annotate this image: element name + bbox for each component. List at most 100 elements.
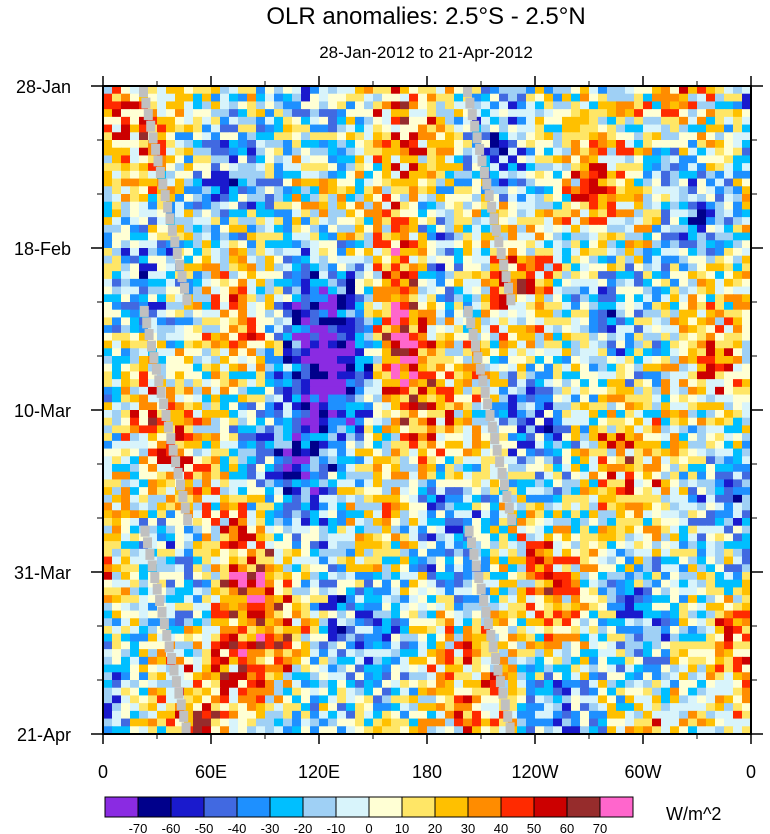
heatmap-cell <box>328 209 338 218</box>
heatmap-cell <box>220 402 230 411</box>
heatmap-cell <box>283 317 293 326</box>
heatmap-cell <box>373 502 383 511</box>
heatmap-cell <box>220 602 230 612</box>
heatmap-cell <box>697 116 707 126</box>
heatmap-cell <box>166 579 176 589</box>
heatmap-cell <box>598 425 608 434</box>
heatmap-cell <box>202 510 212 519</box>
heatmap-cell <box>112 417 122 427</box>
heatmap-cell <box>598 116 608 126</box>
heatmap-cell <box>544 286 554 295</box>
heatmap-cell <box>193 479 203 488</box>
heatmap-cell <box>715 510 725 519</box>
heatmap-cell <box>445 417 455 427</box>
heatmap-cell <box>175 579 185 589</box>
heatmap-cell <box>247 224 257 234</box>
heatmap-cell <box>103 240 113 249</box>
heatmap-cell <box>742 525 752 535</box>
heatmap-cell <box>229 340 239 349</box>
heatmap-cell <box>580 363 590 373</box>
heatmap-cell <box>157 294 167 303</box>
heatmap-cell <box>436 386 446 396</box>
heatmap-cell <box>535 479 545 488</box>
heatmap-cell <box>130 271 140 280</box>
heatmap-cell <box>148 618 158 627</box>
heatmap-cell <box>688 186 698 195</box>
heatmap-cell <box>445 286 455 295</box>
heatmap-cell <box>733 302 743 311</box>
heatmap-cell <box>346 317 356 326</box>
heatmap-cell <box>184 271 194 280</box>
heatmap-cell <box>157 325 167 334</box>
heatmap-cell <box>679 363 689 373</box>
heatmap-cell <box>580 278 590 288</box>
heatmap-cell <box>247 479 257 488</box>
heatmap-cell <box>733 363 743 373</box>
heatmap-cell <box>418 271 428 280</box>
heatmap-cell <box>247 556 257 565</box>
heatmap-cell <box>733 525 743 535</box>
heatmap-cell <box>634 93 644 103</box>
heatmap-cell <box>337 317 347 326</box>
heatmap-cell <box>643 271 653 280</box>
heatmap-cell <box>364 356 374 365</box>
heatmap-cell <box>508 101 518 110</box>
heatmap-cell <box>553 541 563 550</box>
heatmap-cell <box>535 278 545 288</box>
heatmap-cell <box>139 556 149 565</box>
heatmap-cell <box>256 464 266 473</box>
heatmap-cell <box>607 548 617 558</box>
heatmap-cell <box>679 610 689 619</box>
heatmap-cell <box>454 140 464 149</box>
heatmap-cell <box>337 278 347 288</box>
heatmap-cell <box>346 456 356 465</box>
heatmap-cell <box>139 487 149 496</box>
heatmap-cell <box>643 317 653 326</box>
heatmap-cell <box>589 248 599 257</box>
heatmap-cell <box>373 255 383 265</box>
heatmap-cell <box>130 309 140 319</box>
heatmap-cell <box>391 224 401 234</box>
heatmap-cell <box>211 232 221 241</box>
heatmap-cell <box>220 271 230 280</box>
heatmap-cell <box>724 317 734 326</box>
heatmap-cell <box>697 263 707 272</box>
heatmap-cell <box>301 217 311 226</box>
heatmap-cell <box>301 201 311 211</box>
heatmap-cell <box>193 263 203 272</box>
heatmap-cell <box>283 263 293 272</box>
heatmap-cell <box>319 595 329 604</box>
heatmap-cell <box>571 194 581 203</box>
heatmap-cell <box>355 394 365 403</box>
heatmap-cell <box>193 217 203 226</box>
heatmap-cell <box>535 271 545 280</box>
heatmap-cell <box>247 548 257 558</box>
heatmap-cell <box>112 317 122 326</box>
heatmap-cell <box>679 194 689 203</box>
heatmap-cell <box>697 101 707 110</box>
heatmap-cell <box>337 294 347 303</box>
heatmap-cell <box>364 595 374 604</box>
heatmap-cell <box>535 116 545 126</box>
heatmap-cell <box>355 348 365 357</box>
heatmap-cell <box>634 556 644 565</box>
heatmap-cell <box>409 93 419 103</box>
heatmap-cell <box>562 132 572 141</box>
heatmap-cell <box>634 271 644 280</box>
heatmap-cell <box>535 433 545 442</box>
heatmap-cell <box>679 163 689 172</box>
heatmap-cell <box>175 155 185 164</box>
heatmap-cell <box>472 602 482 612</box>
heatmap-cell <box>337 402 347 411</box>
heatmap-cell <box>175 170 185 180</box>
heatmap-cell <box>454 510 464 519</box>
heatmap-cell <box>364 217 374 226</box>
heatmap-cell <box>652 572 662 581</box>
heatmap-cell <box>121 147 131 157</box>
heatmap-cell <box>112 224 122 234</box>
heatmap-cell <box>121 294 131 303</box>
heatmap-cell <box>292 410 302 419</box>
heatmap-cell <box>166 525 176 535</box>
heatmap-cell <box>418 510 428 519</box>
heatmap-cell <box>418 155 428 164</box>
